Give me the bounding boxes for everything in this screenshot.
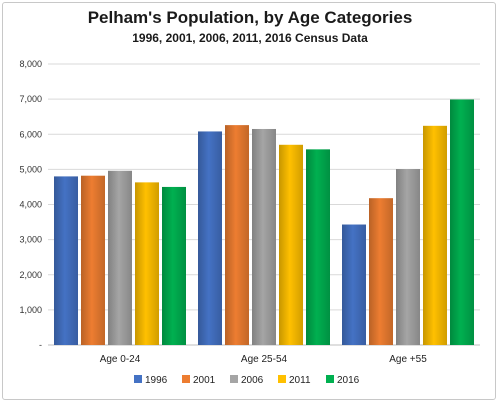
y-tick-label: 8,000 [19,59,42,69]
y-axis: - 1,000 2,000 3,000 4,000 5,000 6,000 7,000 8,00… [19,59,42,350]
legend-label: 2011 [289,375,311,386]
legend-swatch [182,375,190,383]
bar-1996-2 [198,131,222,345]
bar-2011-2 [279,144,303,345]
y-tick-label: 2,000 [19,270,42,280]
y-tick-label: 3,000 [19,235,42,245]
bar-1996-1 [54,176,78,345]
bar-2006-1 [108,170,132,345]
x-category-label: Age +55 [389,354,427,365]
x-category-label: Age 25-54 [241,354,288,365]
bar-2001-2 [225,125,249,346]
bar-2006-2 [252,128,276,345]
legend: 1996 2001 2006 2011 2016 [134,375,360,386]
chart-subtitle: 1996, 2001, 2006, 2011, 2016 Census Data [132,31,368,45]
legend-swatch [134,375,142,383]
bar-2016-3 [450,99,474,345]
legend-label: 2001 [193,375,216,386]
legend-swatch [278,375,286,383]
y-tick-label: 7,000 [19,94,42,104]
y-tick-label: 5,000 [19,164,42,174]
y-tick-label: 4,000 [19,200,42,210]
x-category-label: Age 0-24 [100,354,141,365]
legend-label: 2006 [241,375,264,386]
legend-swatch [326,375,334,383]
x-axis: Age 0-24 Age 25-54 Age +55 [100,354,427,365]
legend-label: 2016 [337,375,360,386]
y-tick-label: - [39,340,42,350]
bar-2016-1 [162,186,186,345]
bar-2016-2 [306,149,330,345]
y-tick-label: 6,000 [19,129,42,139]
y-tick-label: 1,000 [19,305,42,315]
legend-swatch [230,375,238,383]
bar-1996-3 [342,224,366,345]
bar-2006-3 [396,169,420,345]
bars [54,99,474,346]
bar-2001-1 [81,175,105,345]
chart-title: Pelham's Population, by Age Categories [87,8,413,27]
bar-2001-3 [369,198,393,345]
bar-2011-3 [423,125,447,345]
bar-2011-1 [135,182,159,345]
legend-label: 1996 [145,375,168,386]
